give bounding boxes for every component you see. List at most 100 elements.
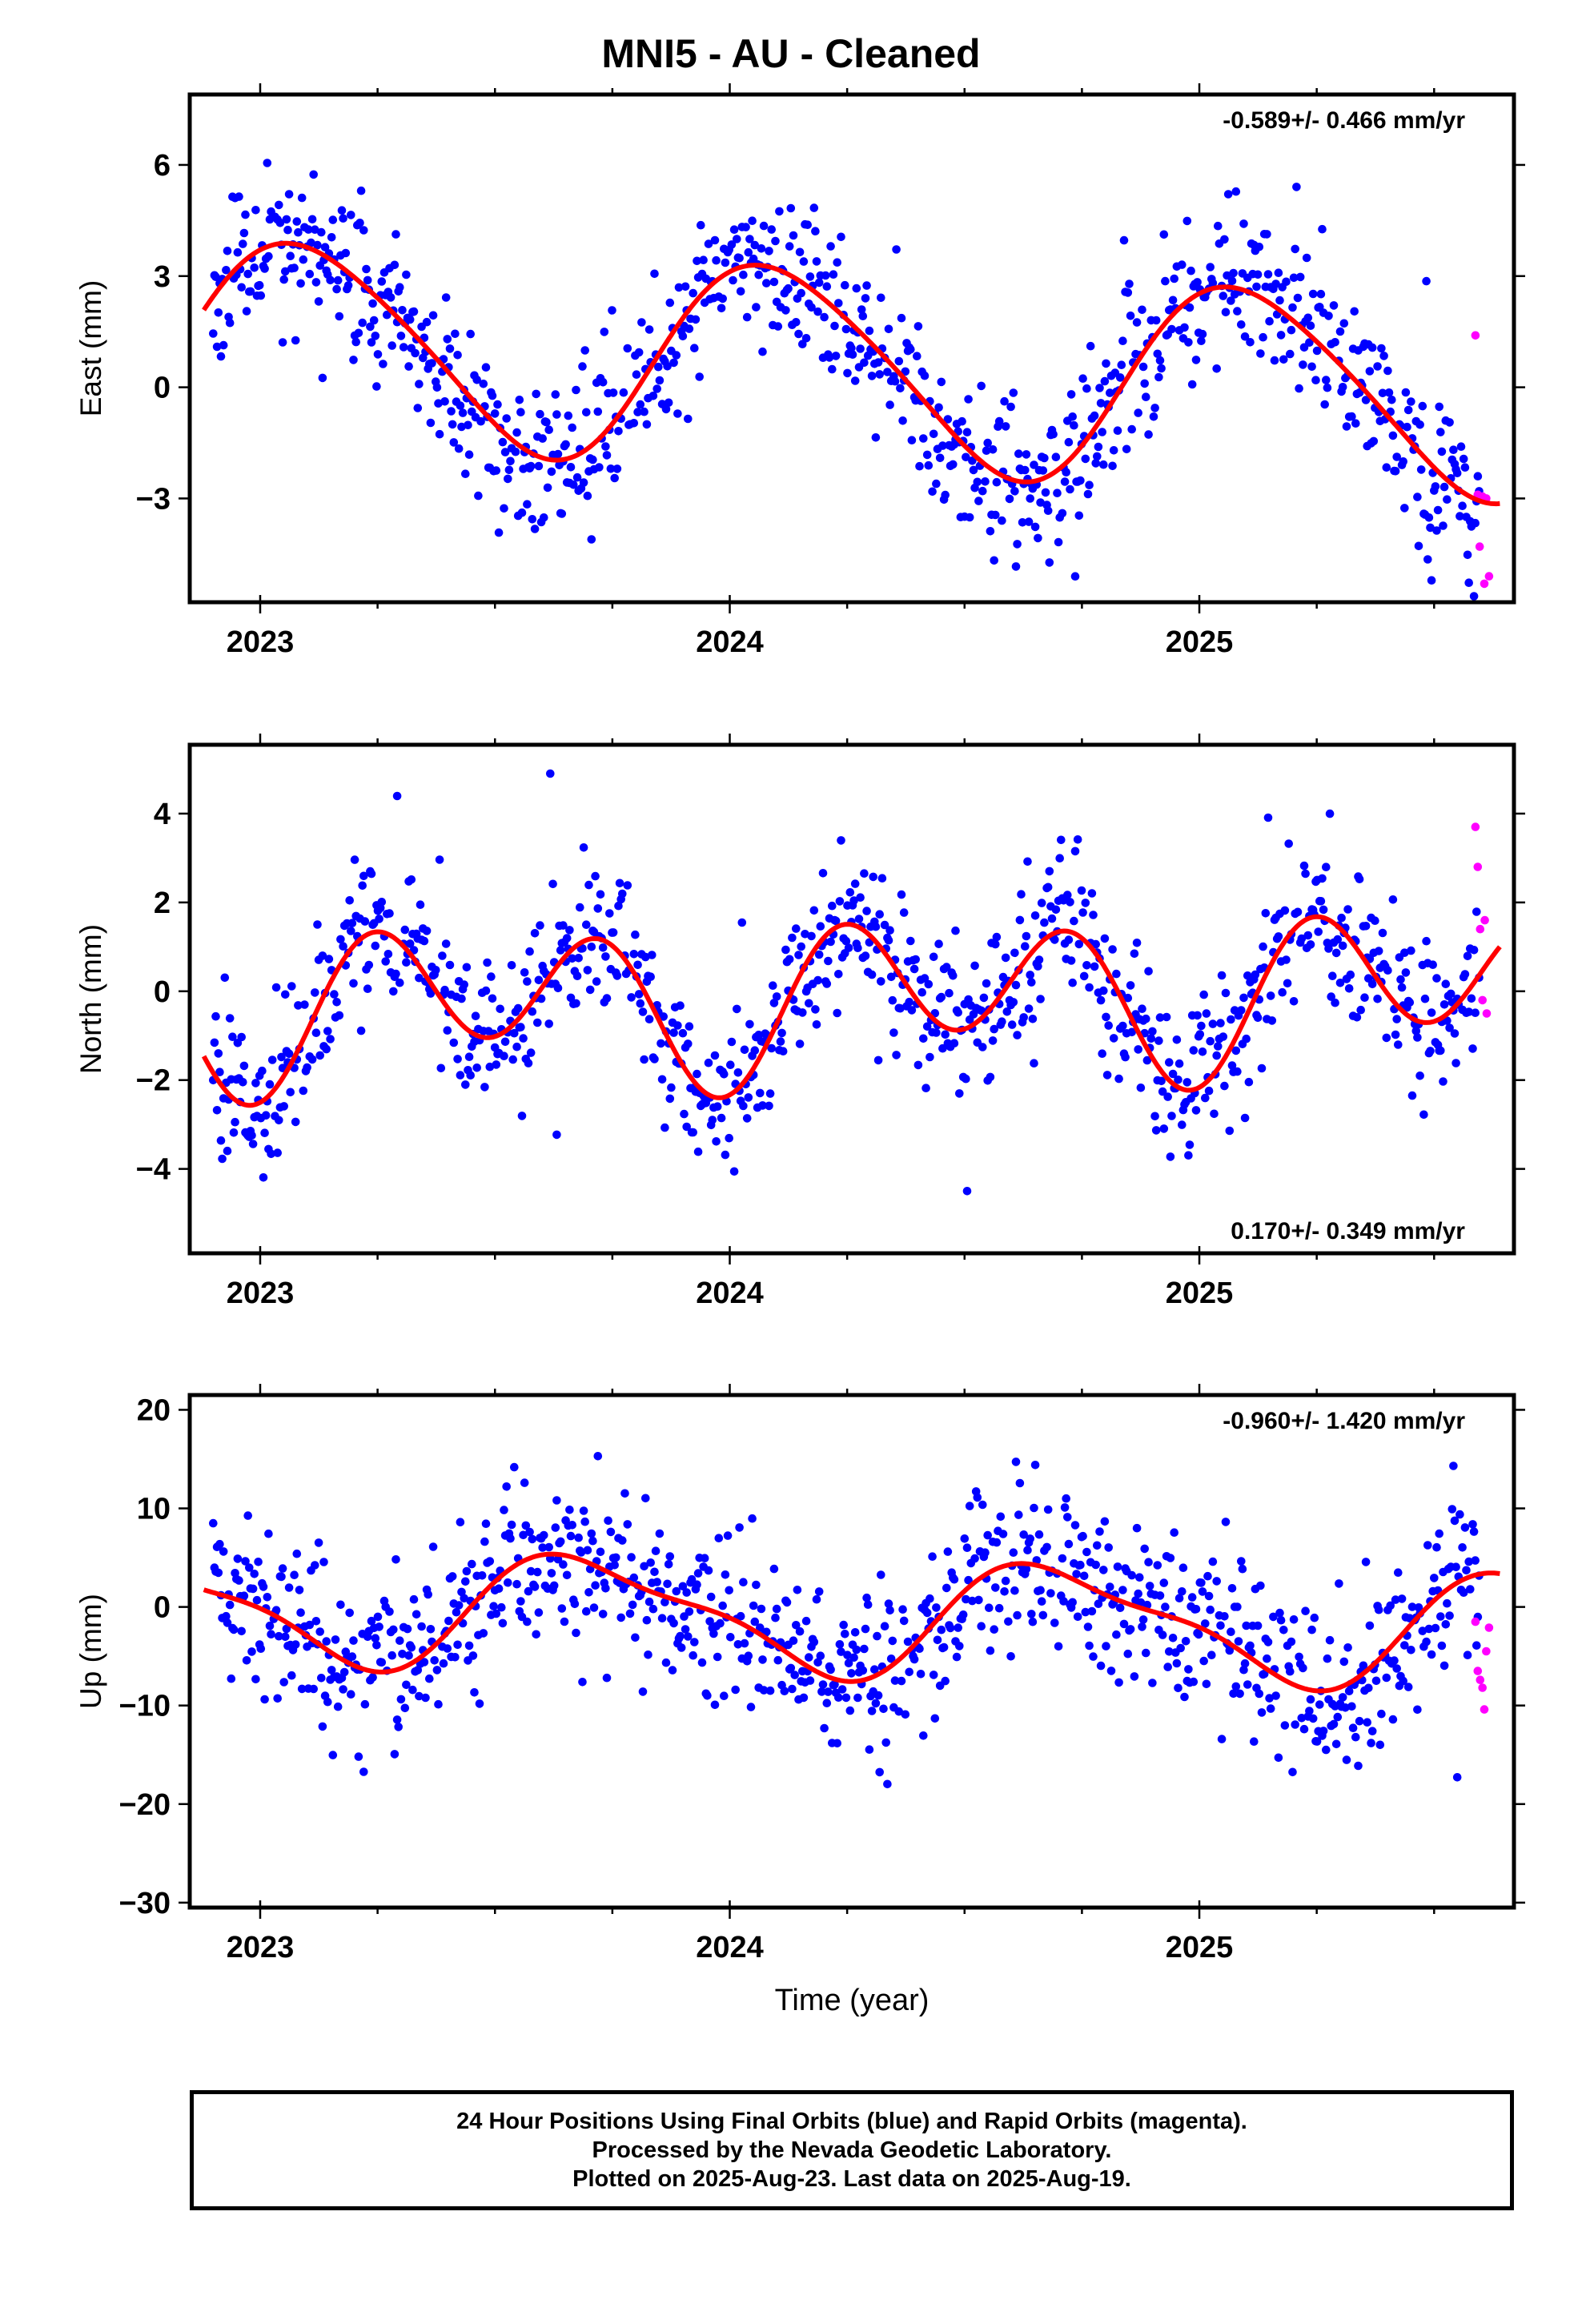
north-final-point <box>1001 953 1010 963</box>
north-final-point <box>1405 998 1415 1007</box>
up-final-point <box>962 1594 970 1604</box>
east-final-point <box>490 409 500 418</box>
east-final-point <box>569 480 578 489</box>
north-final-point <box>1463 951 1472 961</box>
up-final-point <box>1371 1676 1381 1686</box>
east-final-point <box>1119 235 1129 245</box>
up-final-point <box>1194 1630 1203 1639</box>
east-final-point <box>1051 452 1061 461</box>
up-final-point <box>955 1642 964 1651</box>
east-final-point <box>759 221 769 231</box>
up-final-point <box>1335 1579 1343 1588</box>
up-final-point <box>1073 1612 1082 1622</box>
north-final-point <box>251 1079 260 1088</box>
north-final-point <box>1225 1126 1235 1136</box>
east-final-point <box>454 444 464 453</box>
east-final-point <box>405 315 415 324</box>
up-final-point <box>863 1600 873 1609</box>
east-final-point <box>1256 349 1265 358</box>
north-final-point <box>794 951 803 959</box>
east-final-point <box>362 264 371 274</box>
up-final-point <box>1095 1527 1104 1536</box>
east-final-point <box>1401 388 1411 397</box>
up-final-point <box>952 1652 962 1662</box>
east-final-point <box>885 400 894 409</box>
north-final-point <box>1428 960 1437 969</box>
north-data <box>201 769 1502 1196</box>
up-final-point <box>897 1676 906 1686</box>
up-final-point <box>1165 1647 1174 1656</box>
north-final-point <box>481 986 491 995</box>
east-final-point <box>962 428 972 436</box>
up-ytick-label: −20 <box>119 1788 171 1822</box>
up-final-point <box>958 1610 968 1619</box>
up-final-point <box>1076 1560 1085 1570</box>
up-final-point <box>322 1637 331 1646</box>
up-final-point <box>1014 1510 1023 1519</box>
up-final-point <box>1027 1610 1036 1618</box>
up-final-point <box>1377 1709 1386 1719</box>
up-final-point <box>651 1546 661 1555</box>
east-final-point <box>619 388 628 397</box>
east-final-point <box>282 215 291 224</box>
up-final-point <box>981 1548 990 1557</box>
up-final-point <box>1427 1650 1436 1659</box>
north-xtick-label: 2023 <box>227 1277 295 1310</box>
north-ytick-label: −2 <box>136 1064 171 1098</box>
east-final-point <box>767 225 776 234</box>
north-rapid-point <box>1471 822 1480 831</box>
up-final-point <box>250 1570 259 1578</box>
north-final-point <box>977 1006 986 1015</box>
north-final-point <box>1471 1008 1480 1017</box>
north-final-point <box>801 930 809 939</box>
north-final-point <box>873 1055 883 1065</box>
up-final-point <box>1054 1642 1063 1651</box>
east-final-point <box>1449 445 1458 454</box>
east-final-point <box>1180 323 1189 332</box>
north-final-point <box>954 1008 962 1017</box>
north-final-point <box>1009 998 1018 1007</box>
east-final-point <box>1150 404 1159 412</box>
up-final-point <box>562 1570 572 1580</box>
up-final-point <box>1060 1503 1070 1512</box>
north-final-point <box>520 968 529 977</box>
up-final-point <box>1138 1615 1148 1624</box>
north-final-point <box>631 930 640 939</box>
north-final-point <box>638 1007 648 1016</box>
up-final-point <box>420 1658 429 1667</box>
east-final-point <box>1040 453 1049 463</box>
north-final-point <box>978 1043 987 1051</box>
north-final-point <box>1055 854 1064 862</box>
east-final-point <box>1436 428 1445 436</box>
up-final-point <box>1172 1659 1182 1668</box>
north-final-point <box>326 1035 335 1043</box>
up-final-point <box>962 1543 972 1552</box>
up-final-point <box>922 1608 932 1618</box>
up-final-point <box>215 1539 224 1549</box>
east-final-point <box>1312 346 1322 356</box>
north-final-point <box>598 943 608 952</box>
up-final-point <box>697 1658 707 1667</box>
north-final-point <box>391 969 400 979</box>
north-final-point <box>636 999 645 1008</box>
up-final-point <box>1227 1584 1237 1593</box>
up-final-point <box>1263 1654 1271 1663</box>
east-final-point <box>449 438 459 447</box>
up-final-point <box>345 1608 355 1618</box>
east-final-point <box>464 420 472 430</box>
east-final-point <box>977 381 986 391</box>
east-final-point <box>1259 332 1267 342</box>
north-final-point <box>640 1055 648 1064</box>
up-final-point <box>413 1666 423 1675</box>
north-final-point <box>483 958 492 967</box>
up-final-point <box>602 1673 612 1683</box>
east-final-point <box>934 403 943 412</box>
north-final-point <box>415 973 424 983</box>
north-final-point <box>1013 1031 1022 1039</box>
up-final-point <box>1437 1641 1447 1651</box>
up-final-point <box>521 1521 531 1530</box>
up-final-point <box>235 1576 243 1585</box>
east-final-point <box>225 318 235 328</box>
north-final-point <box>862 907 871 915</box>
